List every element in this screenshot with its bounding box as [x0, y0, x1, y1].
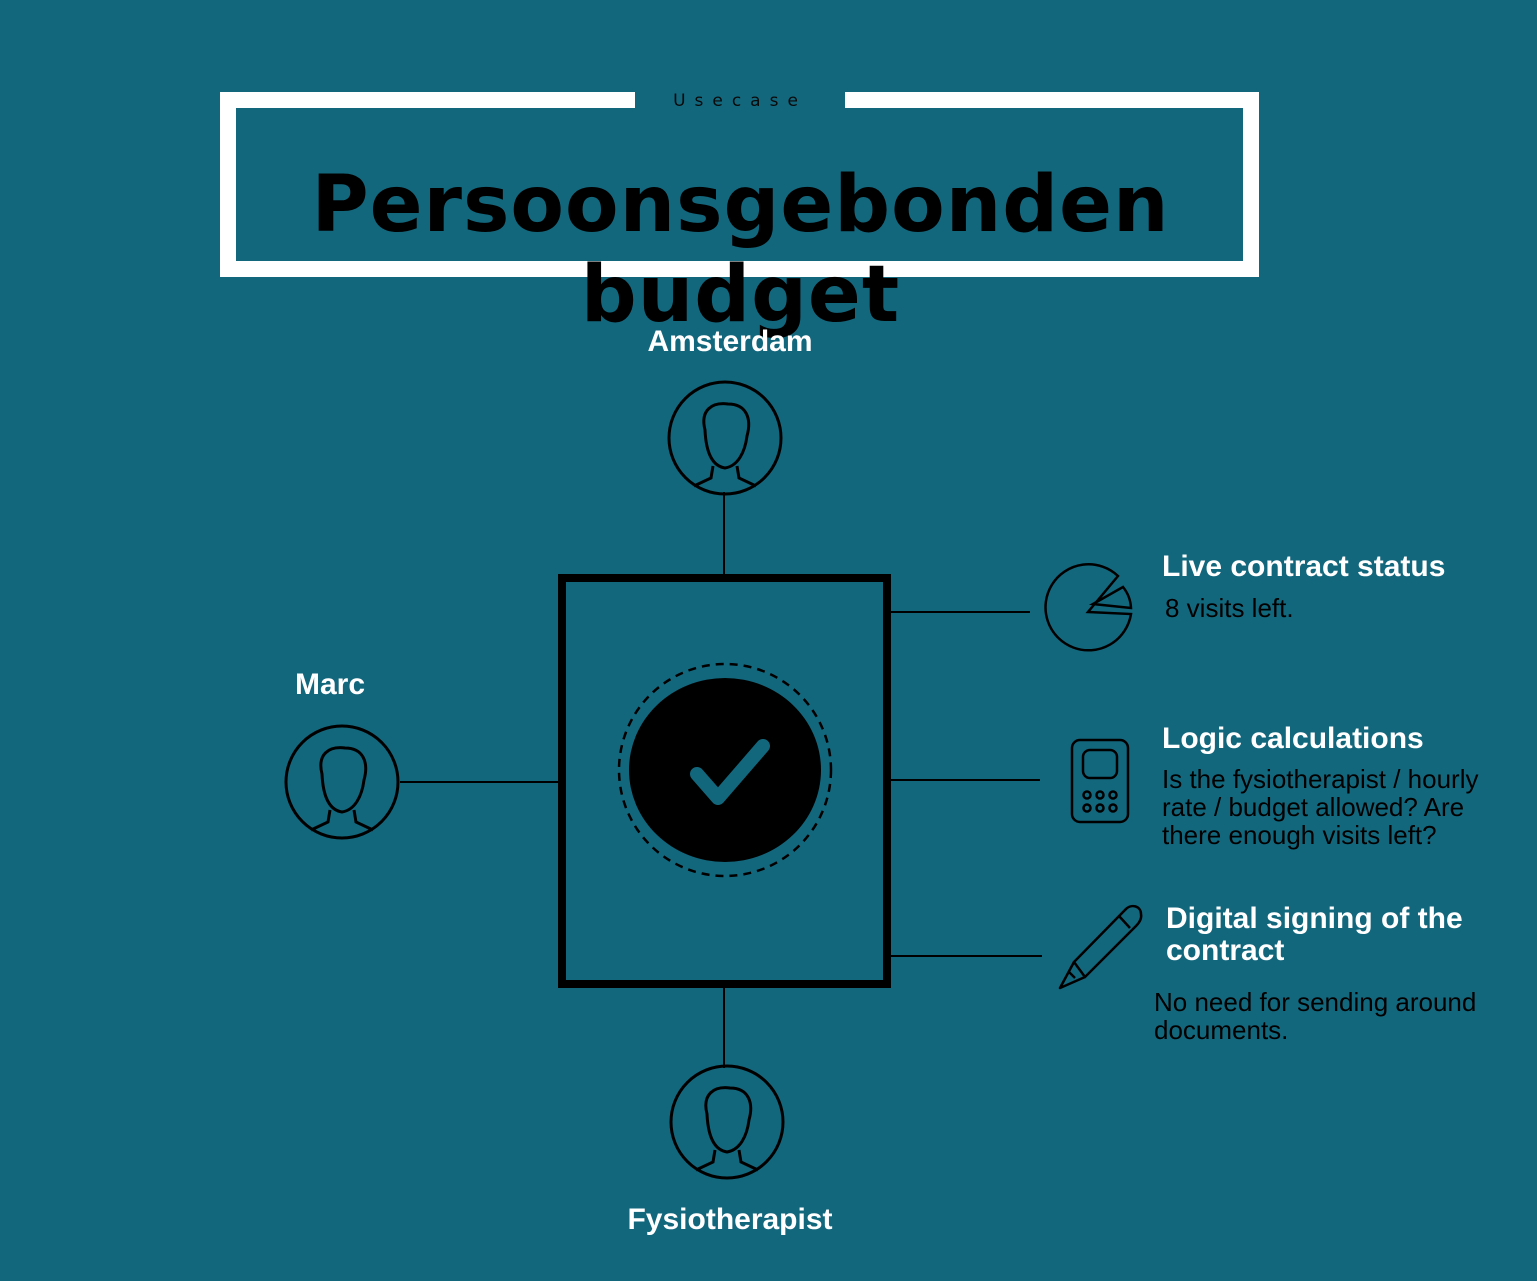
actor-label-marc: Marc [294, 668, 366, 701]
connectors [400, 492, 1042, 1068]
feature-signing-desc-line: No need for sending around [1154, 987, 1477, 1017]
feature-logic-desc-line: Is the fysiotherapist / hourly [1162, 764, 1479, 794]
feature-signing-desc-line: documents. [1154, 1015, 1289, 1045]
feature-status-desc: 8 visits left. [1165, 593, 1294, 623]
calculator-icon [1070, 738, 1130, 824]
feature-logic-desc: Is the fysiotherapist / hourly rate / bu… [1162, 765, 1532, 849]
feature-logic-desc-line: there enough visits left? [1162, 820, 1437, 850]
feature-logic-desc-line: rate / budget allowed? Are [1162, 792, 1465, 822]
feature-signing-title-line: contract [1166, 934, 1285, 967]
title-frame [220, 92, 1259, 277]
actor-label-fysiotherapist: Fysiotherapist [627, 1203, 833, 1236]
person-icon-fysiotherapist [669, 1064, 785, 1180]
checkmark-icon [617, 662, 833, 878]
feature-status-title: Live contract status [1162, 550, 1446, 583]
person-icon-amsterdam [667, 380, 783, 496]
feature-signing-title: Digital signing of the contract [1166, 903, 1463, 967]
feature-signing-title-line: Digital signing of the [1166, 902, 1463, 935]
actor-label-amsterdam: Amsterdam [647, 325, 813, 358]
feature-logic-title: Logic calculations [1162, 722, 1424, 755]
pie-chart-icon [1044, 563, 1133, 652]
pencil-icon [1058, 904, 1143, 990]
usecase-tag: Usecase [673, 91, 807, 111]
feature-signing-desc: No need for sending around documents. [1154, 988, 1476, 1044]
page-title: Persoonsgebonden budget [311, 160, 1170, 340]
contract-box [558, 574, 891, 988]
person-icon-marc [284, 724, 400, 840]
